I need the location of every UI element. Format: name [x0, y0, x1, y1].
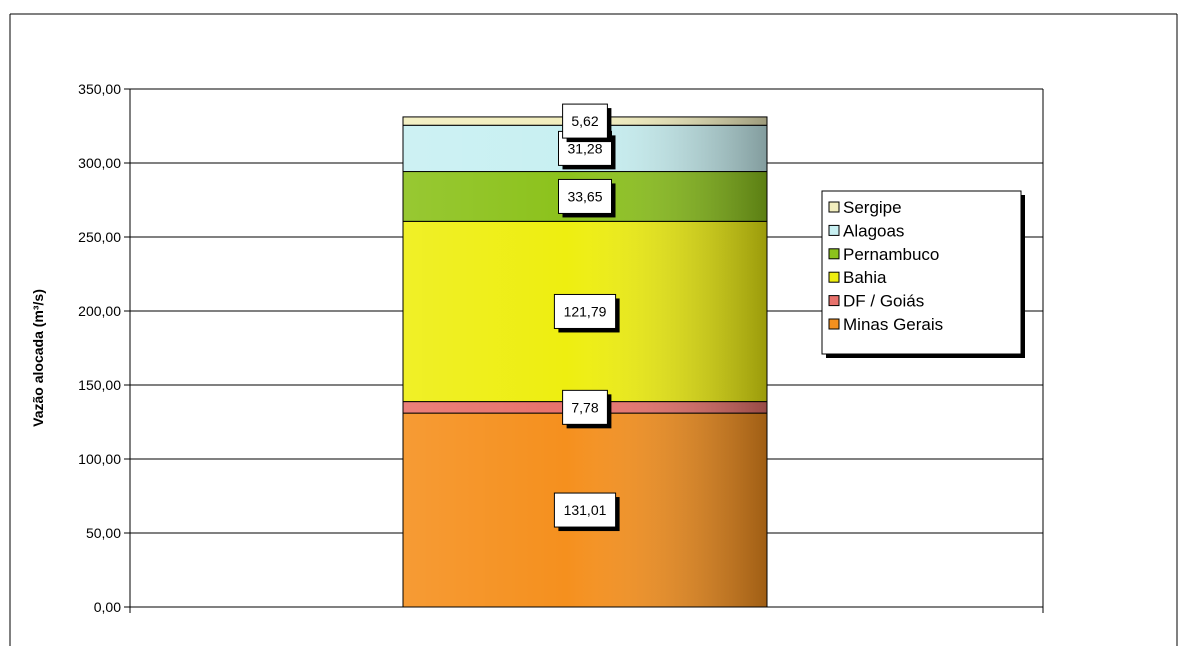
data-label: 7,78 [571, 399, 598, 415]
data-label: 121,79 [564, 303, 607, 319]
y-tick-label: 100,00 [78, 451, 121, 467]
data-label-box [562, 103, 608, 139]
data-label: 33,65 [567, 188, 602, 204]
data-label: 131,01 [564, 502, 607, 518]
legend-swatch [828, 318, 840, 330]
data-labels: 131,01 7,78 121,79 33,65 31,28 5,62 [553, 103, 620, 532]
legend-label: Bahia [843, 268, 887, 287]
y-tick-label: 200,00 [78, 303, 121, 319]
legend-swatch [828, 201, 840, 213]
legend-swatch [828, 295, 840, 307]
data-label-box [553, 492, 617, 528]
legend-label: Pernambuco [843, 245, 939, 264]
data-label: 31,28 [567, 140, 602, 156]
data-label: 5,62 [571, 113, 598, 129]
legend-swatch [828, 248, 840, 260]
y-tick-label: 350,00 [78, 81, 121, 97]
y-tick-label: 50,00 [86, 525, 121, 541]
legend-label: Alagoas [843, 221, 904, 240]
legend-swatch [828, 224, 840, 236]
y-tick-label: 0,00 [94, 599, 121, 615]
data-label-box [553, 293, 617, 329]
legend-box [821, 190, 1022, 355]
legend: Sergipe Alagoas Pernambuco Bahia DF / Goiás M… [821, 190, 1025, 358]
legend-label: DF / Goiás [843, 292, 924, 311]
legend-label: Minas Gerais [843, 315, 943, 334]
y-axis-ticks: 0,00 50,00 100,00 150,00 200,00 250,00 300,00 3… [78, 81, 130, 615]
data-label-box [562, 389, 608, 425]
data-label-box [558, 178, 612, 214]
legend-label: Sergipe [843, 198, 902, 217]
y-tick-label: 150,00 [78, 377, 121, 393]
legend-swatch [828, 271, 840, 283]
y-axis-label: Vazão alocada (m³/s) [30, 289, 46, 427]
y-tick-label: 300,00 [78, 155, 121, 171]
y-tick-label: 250,00 [78, 229, 121, 245]
